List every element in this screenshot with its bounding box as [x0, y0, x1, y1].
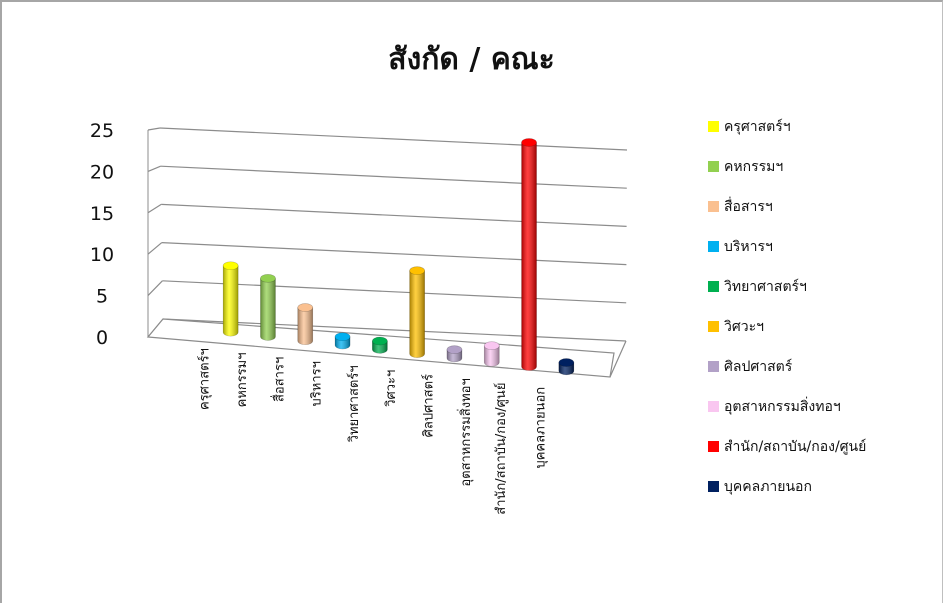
legend-label: สื่อสารฯ	[724, 197, 773, 215]
gridline	[162, 318, 627, 342]
gridline-side	[147, 203, 162, 214]
legend-swatch	[708, 481, 719, 492]
y-tick-label: 0	[96, 327, 108, 349]
legend-label: บริหารฯ	[724, 239, 773, 255]
legend-swatch	[708, 321, 719, 332]
legend-swatch	[708, 241, 719, 252]
legend-label: อุตสาหกรรมสิ่งทอฯ	[724, 397, 841, 415]
x-tick-label: สื่อสารฯ	[270, 357, 287, 402]
chart-title: สังกัด / คณะ	[388, 42, 555, 77]
bar-shading	[409, 270, 425, 358]
bar-top	[521, 138, 537, 147]
legend-swatch	[708, 201, 719, 212]
gridline-side	[147, 165, 161, 172]
y-tick-label: 15	[90, 203, 114, 225]
bar-shading	[223, 265, 239, 337]
bar-shading	[521, 142, 537, 371]
y-tick-label: 5	[96, 286, 108, 308]
legend-label: สำนัก/สถาบัน/กอง/ศูนย์	[724, 438, 866, 455]
bar-shading	[260, 278, 276, 341]
legend-swatch	[708, 161, 719, 172]
bar-top	[222, 261, 239, 271]
bar-top	[446, 345, 463, 354]
bar-shading	[297, 307, 313, 345]
x-tick-label: วิศวะฯ	[384, 370, 399, 408]
x-tick-label: อุตสาหกรรมสิ่งทอฯ	[457, 378, 474, 486]
gridline	[160, 165, 627, 189]
y-tick-label: 25	[90, 120, 114, 142]
legend-swatch	[708, 441, 719, 452]
x-tick-label: วิทยาศาสตร์ฯ	[346, 365, 362, 443]
legend-label: คหกรรมฯ	[724, 159, 783, 175]
legend-swatch	[708, 281, 719, 292]
bar-top	[372, 336, 388, 346]
x-tick-label: บริหารฯ	[310, 361, 325, 406]
x-tick-label: ครุศาสตร์ฯ	[197, 348, 213, 410]
bar-top	[334, 332, 351, 342]
legend-label: วิศวะฯ	[724, 319, 764, 335]
legend-label: ศิลปศาสตร์	[724, 358, 793, 375]
legend-swatch	[708, 121, 719, 132]
legend-label: ครุศาสตร์ฯ	[724, 118, 791, 135]
x-tick-label: ศิลปศาสตร์	[420, 374, 436, 437]
gridline	[161, 242, 627, 266]
gridline-side	[147, 280, 163, 297]
bar-top	[260, 274, 276, 283]
gridline	[161, 203, 627, 227]
gridline-side	[147, 127, 161, 131]
y-tick-label: 20	[90, 161, 114, 183]
y-tick-label: 10	[90, 244, 114, 266]
x-tick-label: คหกรรมฯ	[235, 352, 250, 407]
bar-shading	[484, 345, 500, 367]
legend-label: วิทยาศาสตร์ฯ	[724, 278, 807, 295]
x-tick-label: บุคคลภายนอก	[533, 387, 548, 469]
floor-edge	[609, 340, 627, 378]
bar-top	[483, 341, 500, 350]
bar-top	[409, 266, 425, 275]
gridline-side	[147, 242, 163, 255]
x-tick-label: สำนัก/สถาบัน/กอง/ศูนย์	[493, 383, 509, 515]
gridline	[159, 127, 628, 151]
bar-top	[558, 358, 575, 367]
legend-swatch	[708, 401, 719, 412]
legend-label: บุคคลภายนอก	[724, 479, 812, 495]
bar-top	[297, 303, 314, 312]
legend-swatch	[708, 361, 719, 372]
gridline	[162, 280, 627, 304]
